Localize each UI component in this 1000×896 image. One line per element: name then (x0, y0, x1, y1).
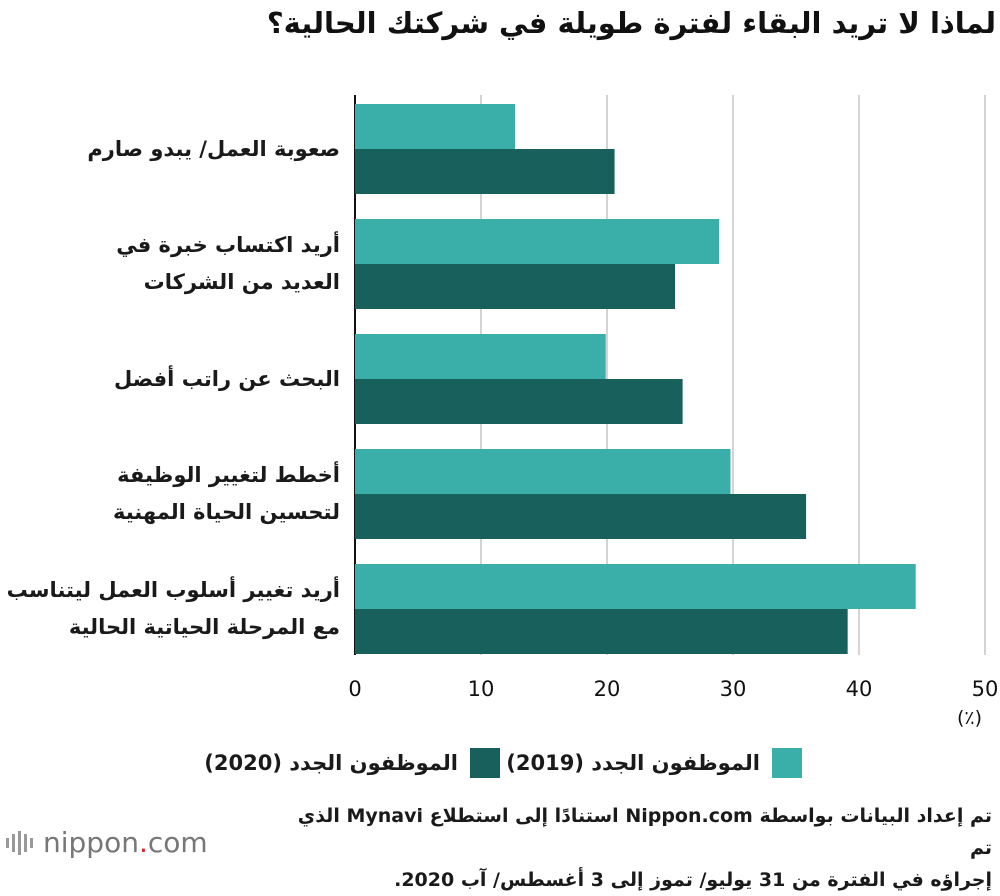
source-note: تم إعداد البيانات بواسطة Nippon.com استن… (272, 800, 992, 896)
category-label: أريد اكتساب خبرة في العديد من الشركات (10, 227, 340, 301)
bar-chart: 0 10 20 30 40 50 (348, 95, 998, 701)
category-label: أريد تغيير أسلوب العمل ليتناسب مع المرحلة… (6, 572, 340, 646)
category-label-line: أريد اكتساب خبرة في (116, 233, 340, 258)
legend-item-2020: الموظفون الجدد (2020) (204, 748, 500, 778)
bar-2020 (355, 149, 615, 194)
x-tick-label: 20 (594, 677, 621, 701)
category-label: صعوبة العمل/ يبدو صارم (10, 131, 340, 168)
category-label-line: البحث عن راتب أفضل (114, 366, 340, 391)
category-label-line: مع المرحلة الحياتية الحالية (68, 615, 340, 639)
x-tick-label: 40 (846, 677, 873, 701)
legend: الموظفون الجدد (2019) الموظفون الجدد (20… (0, 748, 1000, 782)
legend-swatch-2019 (772, 748, 802, 778)
legend-item-2019: الموظفون الجدد (2019) (506, 748, 802, 778)
chart-title: لماذا لا تريد البقاء لفترة طويلة في شركت… (266, 6, 996, 40)
logo-suffix: com (147, 826, 208, 859)
x-tick-label: 0 (348, 677, 361, 701)
source-line-1: تم إعداد البيانات بواسطة Nippon.com استن… (297, 805, 992, 859)
bar-2020 (355, 264, 676, 309)
category-label-line: أريد تغيير أسلوب العمل ليتناسب (6, 578, 340, 603)
logo-text: nippon (43, 826, 139, 859)
nippon-logo: nippon. com (6, 826, 208, 859)
legend-swatch-2020 (470, 748, 500, 778)
category-label: أخطط لتغيير الوظيفة لتحسين الحياة المهنية (10, 457, 340, 531)
source-line-2: إجراؤه في الفترة من 31 يوليو/ تموز إلى 3… (394, 869, 992, 891)
bar-2020 (355, 379, 683, 424)
x-tick-label: 50 (972, 677, 999, 701)
category-label-line: العديد من الشركات (143, 270, 340, 294)
category-label: البحث عن راتب أفضل (10, 361, 340, 398)
category-label-line: لتحسين الحياة المهنية (112, 500, 340, 524)
legend-label-2020: الموظفون الجدد (2020) (204, 751, 458, 775)
category-label-line: أخطط لتغيير الوظيفة (117, 463, 340, 488)
x-tick-label: 10 (468, 677, 495, 701)
legend-label-2019: الموظفون الجدد (2019) (506, 751, 760, 775)
bars (355, 104, 916, 654)
logo-mark-icon (6, 830, 33, 855)
bar-2020 (355, 494, 807, 539)
bar-2019 (355, 104, 516, 149)
logo-dot: . (138, 826, 148, 859)
bar-2019 (355, 334, 606, 379)
bar-2020 (355, 609, 848, 654)
bar-2019 (355, 219, 720, 264)
x-tick-label: 30 (720, 677, 747, 701)
category-label-line: صعوبة العمل/ يبدو صارم (87, 136, 340, 161)
x-axis-ticks: 0 10 20 30 40 50 (348, 677, 998, 701)
bar-2019 (355, 449, 731, 494)
axis-unit: (٪) (957, 707, 983, 729)
bar-2019 (355, 564, 916, 609)
